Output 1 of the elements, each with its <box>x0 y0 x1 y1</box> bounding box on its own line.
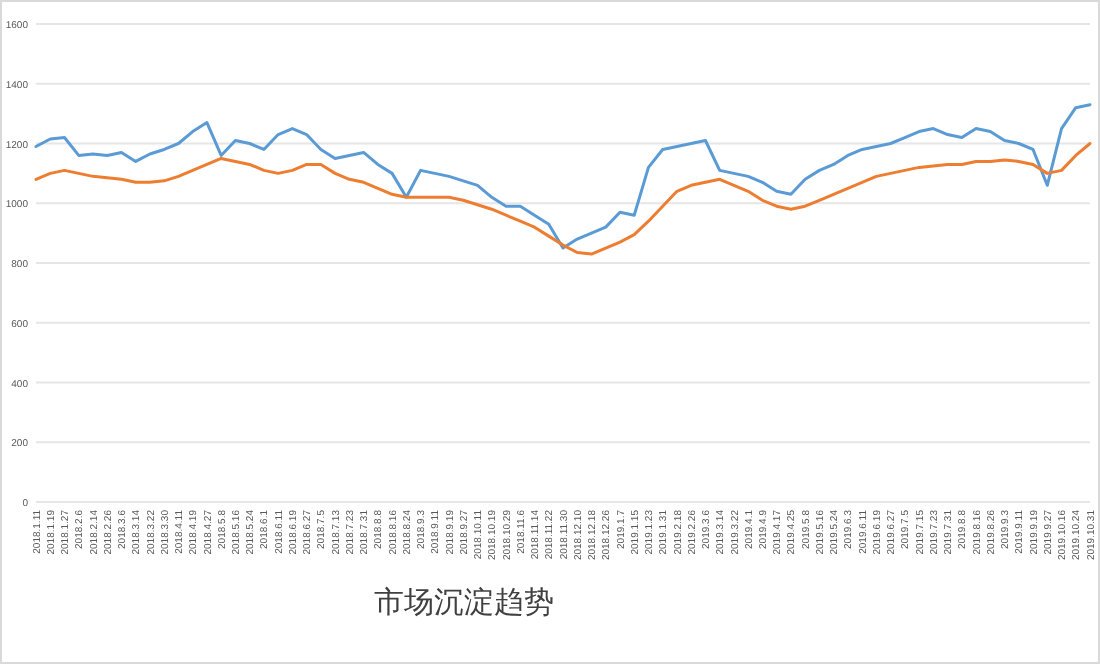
text: 市场沉淀趋势 <box>374 586 554 620</box>
